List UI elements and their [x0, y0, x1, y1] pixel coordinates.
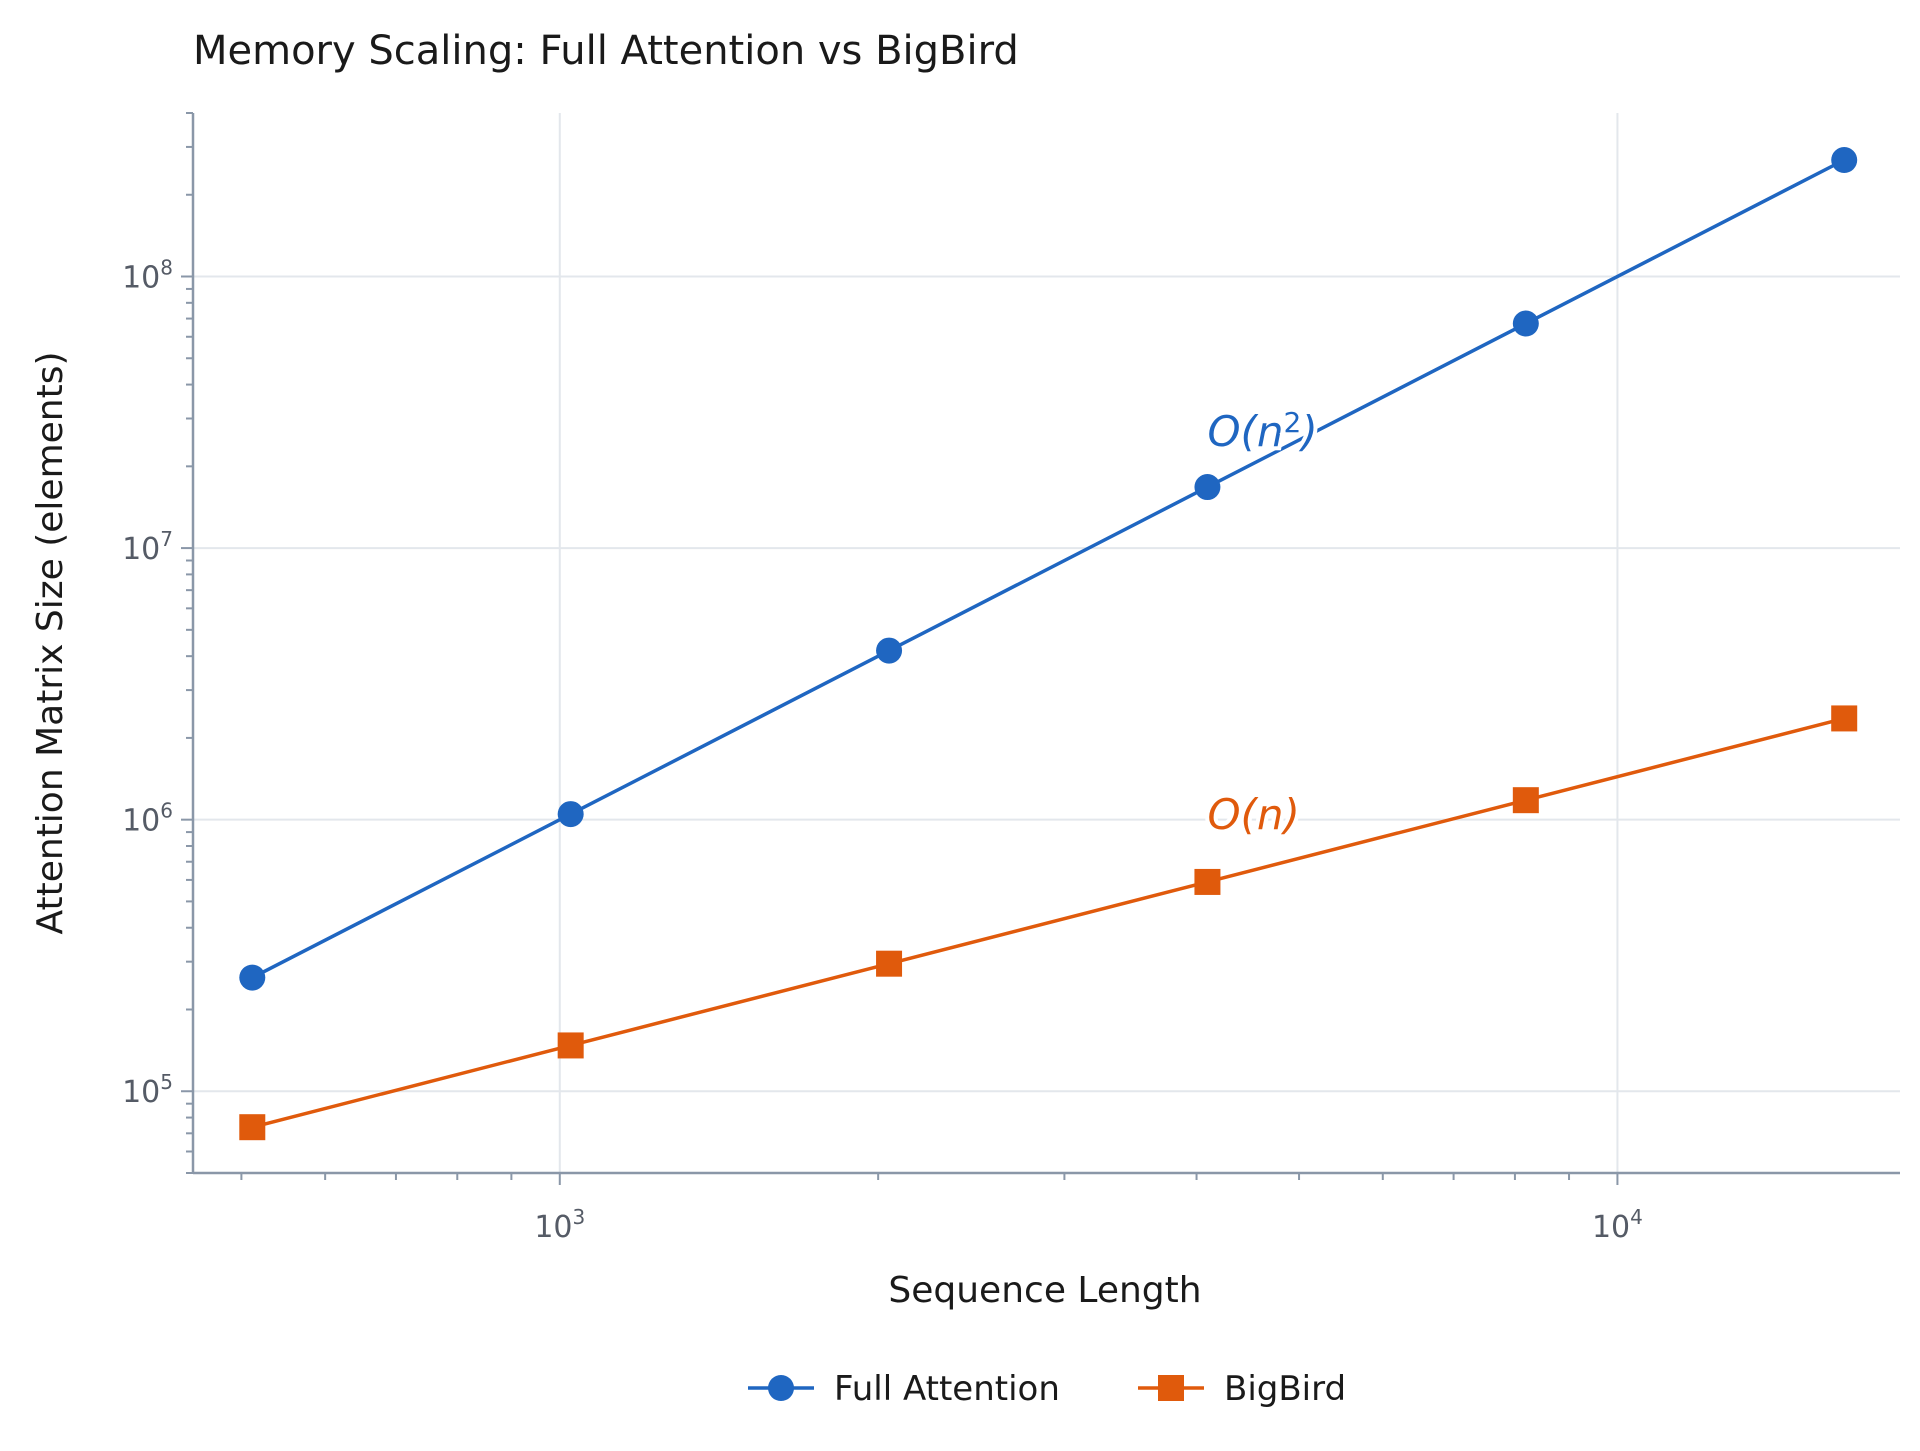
annotation-label: O(n2)	[1207, 406, 1317, 456]
data-point[interactable]	[1831, 147, 1858, 174]
y-tick-label: 108	[122, 256, 173, 296]
data-point[interactable]	[1194, 868, 1221, 895]
legend[interactable]: Full Attention BigBird	[748, 1369, 1346, 1409]
data-point[interactable]	[876, 950, 903, 977]
legend-item-full-attention[interactable]: Full Attention	[748, 1369, 1060, 1409]
x-tick-label: 103	[534, 1205, 585, 1245]
y-tick-label: 105	[122, 1070, 173, 1110]
x-axis-label: Sequence Length	[888, 1270, 1201, 1311]
series-0	[239, 147, 1858, 991]
annotations: O(n2) O(n)	[1203, 402, 1321, 843]
axes	[181, 112, 1900, 1185]
data-point[interactable]	[239, 964, 266, 991]
data-point[interactable]	[876, 637, 903, 664]
series-line	[251, 158, 1845, 980]
legend-item-bigbird[interactable]: BigBird	[1138, 1369, 1346, 1409]
series-1	[239, 705, 1858, 1141]
legend-label: BigBird	[1224, 1369, 1346, 1409]
y-tick-label: 106	[122, 799, 173, 839]
grid	[193, 113, 1900, 1173]
legend-marker	[1158, 1375, 1184, 1401]
annotation-label: O(n)	[1207, 790, 1299, 839]
series-line	[251, 716, 1845, 1129]
chart-title: Memory Scaling: Full Attention vs BigBir…	[193, 28, 1019, 74]
y-axis-label: Attention Matrix Size (elements)	[30, 351, 71, 934]
legend-label: Full Attention	[834, 1369, 1060, 1409]
data-point[interactable]	[557, 801, 584, 828]
series	[239, 147, 1858, 1141]
legend-marker	[768, 1375, 794, 1401]
data-point[interactable]	[1512, 787, 1539, 814]
data-point[interactable]	[557, 1032, 584, 1059]
y-tick-label: 107	[122, 527, 173, 567]
data-point[interactable]	[239, 1114, 266, 1141]
data-point[interactable]	[1831, 705, 1858, 732]
x-tick-label: 104	[1592, 1205, 1643, 1245]
data-point[interactable]	[1512, 310, 1539, 337]
tick-labels: 103 104 105 106 107 108	[122, 256, 1643, 1245]
data-point[interactable]	[1194, 474, 1221, 501]
